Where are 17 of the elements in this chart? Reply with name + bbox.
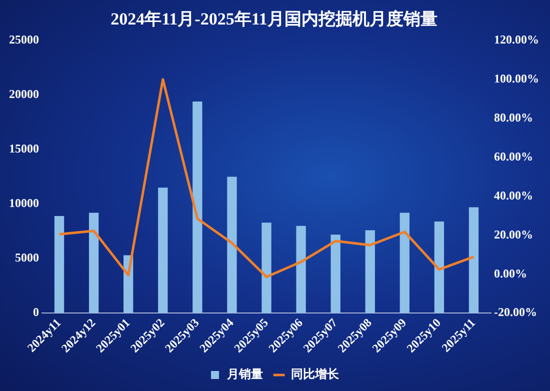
y2-tick-label: 60.00% [494,149,533,164]
y2-tick-label: 0.00% [494,266,527,280]
legend-label: 同比增长 [291,367,340,382]
y-tick-label: 25000 [9,32,39,46]
y-tick-label: 20000 [9,87,39,102]
y-tick-label: 15000 [9,142,39,156]
y2-tick-label: 40.00% [494,188,533,202]
y2-tick-label: 100.00% [494,71,539,86]
y2-tick-label: 80.00% [494,110,533,124]
legend-label: 月销量 [226,367,263,382]
y2-tick-label: 120.00% [494,32,539,46]
y-tick-label: 10000 [9,196,39,210]
y-tick-label: 0 [33,305,39,320]
y-tick-label: 5000 [15,250,39,265]
y2-tick-label: -20.00% [494,305,537,320]
chart-title: 2024年11月-2025年11月国内挖掘机月度销量 [110,10,438,29]
y2-tick-label: 20.00% [494,227,533,242]
